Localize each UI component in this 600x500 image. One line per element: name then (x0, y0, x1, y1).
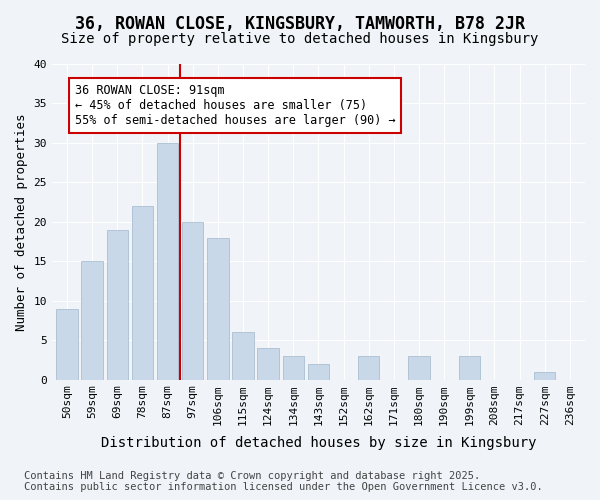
Bar (409, 356, 430, 380)
Bar (182, 222, 203, 380)
Bar (207, 238, 229, 380)
Y-axis label: Number of detached properties: Number of detached properties (15, 113, 28, 330)
Bar (308, 364, 329, 380)
Bar (56, 308, 77, 380)
Bar (82, 261, 103, 380)
Bar (107, 230, 128, 380)
Bar (458, 356, 480, 380)
Text: Size of property relative to detached houses in Kingsbury: Size of property relative to detached ho… (61, 32, 539, 46)
Text: Contains HM Land Registry data © Crown copyright and database right 2025.
Contai: Contains HM Land Registry data © Crown c… (24, 471, 543, 492)
Bar (534, 372, 556, 380)
Bar (257, 348, 279, 380)
Bar (132, 206, 153, 380)
Bar (157, 143, 178, 380)
X-axis label: Distribution of detached houses by size in Kingsbury: Distribution of detached houses by size … (101, 436, 536, 450)
Text: 36, ROWAN CLOSE, KINGSBURY, TAMWORTH, B78 2JR: 36, ROWAN CLOSE, KINGSBURY, TAMWORTH, B7… (75, 15, 525, 33)
Text: 36 ROWAN CLOSE: 91sqm
← 45% of detached houses are smaller (75)
55% of semi-deta: 36 ROWAN CLOSE: 91sqm ← 45% of detached … (74, 84, 395, 126)
Bar (283, 356, 304, 380)
Bar (358, 356, 379, 380)
Bar (232, 332, 254, 380)
